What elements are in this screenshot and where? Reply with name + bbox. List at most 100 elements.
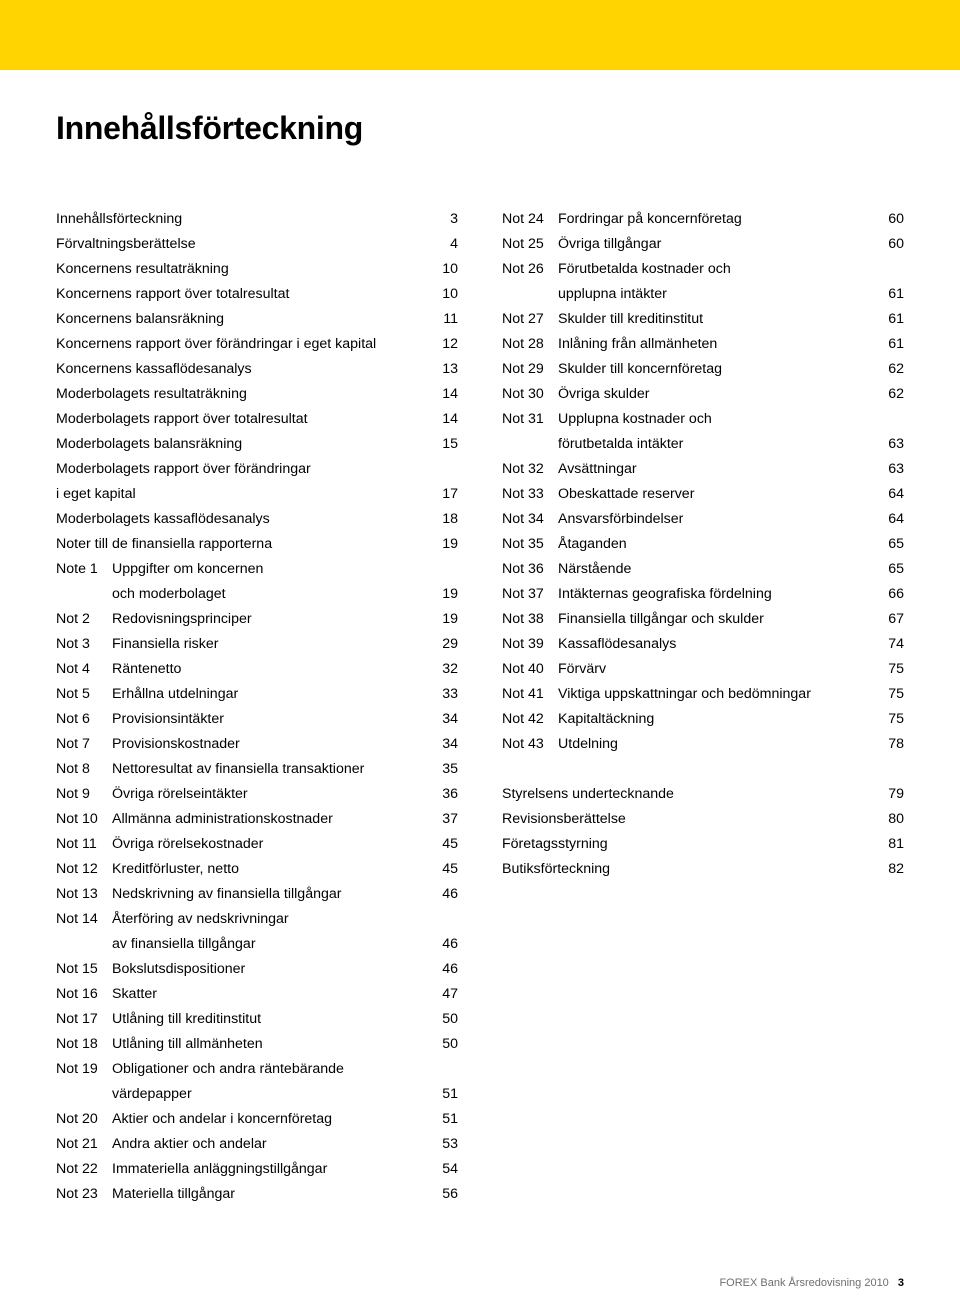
toc-row: Note 1Uppgifter om koncernen	[56, 557, 458, 582]
toc-prefix: Not 39	[502, 632, 558, 657]
toc-label: Koncernens rapport över förändringar i e…	[56, 332, 422, 357]
toc-prefix: Not 17	[56, 1007, 112, 1032]
toc-label: Redovisningsprinciper	[112, 607, 422, 632]
toc-label: Koncernens rapport över totalresultat	[56, 282, 422, 307]
toc-page: 47	[430, 982, 458, 1007]
toc-label: Övriga skulder	[558, 382, 868, 407]
toc-label: Koncernens kassaflödesanalys	[56, 357, 422, 382]
toc-row: Not 24Fordringar på koncernföretag60	[502, 207, 904, 232]
toc-prefix: Not 20	[56, 1107, 112, 1132]
toc-page: 82	[876, 857, 904, 882]
toc-prefix: Not 11	[56, 832, 112, 857]
toc-page: 63	[876, 457, 904, 482]
toc-label: Närstående	[558, 557, 868, 582]
toc-prefix: Not 14	[56, 907, 112, 932]
toc-row: Not 3Finansiella risker29	[56, 632, 458, 657]
toc-label: Kreditförluster, netto	[112, 857, 422, 882]
toc-page: 11	[430, 307, 458, 332]
toc-page: 18	[430, 507, 458, 532]
toc-prefix: Not 33	[502, 482, 558, 507]
toc-page: 15	[430, 432, 458, 457]
toc-page: 53	[430, 1132, 458, 1157]
toc-prefix: Not 24	[502, 207, 558, 232]
toc-page: 45	[430, 832, 458, 857]
toc-row: Not 27Skulder till kreditinstitut61	[502, 307, 904, 332]
toc-label: Finansiella tillgångar och skulder	[558, 607, 868, 632]
toc-prefix: Not 40	[502, 657, 558, 682]
toc-page: 29	[430, 632, 458, 657]
toc-row: av finansiella tillgångar46	[56, 932, 458, 957]
toc-page: 45	[430, 857, 458, 882]
toc-page: 51	[430, 1107, 458, 1132]
toc-prefix: Not 31	[502, 407, 558, 432]
toc-prefix: Not 2	[56, 607, 112, 632]
toc-label: Koncernens balansräkning	[56, 307, 422, 332]
toc-label: Åtaganden	[558, 532, 868, 557]
toc-row: Not 16Skatter47	[56, 982, 458, 1007]
toc-row: Not 4Räntenetto32	[56, 657, 458, 682]
toc-row: förutbetalda intäkter63	[502, 432, 904, 457]
toc-page: 66	[876, 582, 904, 607]
toc-prefix: Not 29	[502, 357, 558, 382]
toc-label: Immateriella anläggningstillgångar	[112, 1157, 422, 1182]
toc-row: upplupna intäkter61	[502, 282, 904, 307]
toc-row: Not 13Nedskrivning av finansiella tillgå…	[56, 882, 458, 907]
toc-prefix: Not 41	[502, 682, 558, 707]
toc-prefix: Not 4	[56, 657, 112, 682]
toc-page: 60	[876, 232, 904, 257]
toc-row: Moderbolagets rapport över förändringar	[56, 457, 458, 482]
toc-label: Uppgifter om koncernen	[112, 557, 422, 582]
toc-row: Not 38Finansiella tillgångar och skulder…	[502, 607, 904, 632]
toc-page: 17	[430, 482, 458, 507]
toc-row: Not 18Utlåning till allmänheten50	[56, 1032, 458, 1057]
toc-row: Not 9Övriga rörelseintäkter36	[56, 782, 458, 807]
toc-prefix: Not 10	[56, 807, 112, 832]
toc-row: i eget kapital 17	[56, 482, 458, 507]
toc-label: Nettoresultat av finansiella transaktion…	[112, 757, 422, 782]
toc-page: 56	[430, 1182, 458, 1207]
toc-row: Noter till de finansiella rapporterna19	[56, 532, 458, 557]
toc-right-column: Not 24Fordringar på koncernföretag60Not …	[502, 207, 904, 1207]
page-body: Innehållsförteckning Innehållsförtecknin…	[0, 70, 960, 1237]
toc-page: 64	[876, 507, 904, 532]
toc-label: Upplupna kostnader och	[558, 407, 868, 432]
toc-page: 65	[876, 532, 904, 557]
toc-prefix: Not 9	[56, 782, 112, 807]
toc-label: av finansiella tillgångar	[112, 932, 422, 957]
toc-page: 50	[430, 1032, 458, 1057]
toc-row: Koncernens rapport över totalresultat10	[56, 282, 458, 307]
toc-label: Övriga tillgångar	[558, 232, 868, 257]
toc-row: Not 25Övriga tillgångar60	[502, 232, 904, 257]
toc-row: Not 14Återföring av nedskrivningar	[56, 907, 458, 932]
toc-label: Utlåning till allmänheten	[112, 1032, 422, 1057]
toc-label: Förutbetalda kostnader och	[558, 257, 868, 282]
toc-prefix: Not 7	[56, 732, 112, 757]
toc-prefix: Not 3	[56, 632, 112, 657]
toc-row: Not 36Närstående65	[502, 557, 904, 582]
toc-row	[502, 757, 904, 782]
toc-prefix: Not 35	[502, 532, 558, 557]
toc-row: Not 31Upplupna kostnader och	[502, 407, 904, 432]
toc-prefix: Not 21	[56, 1132, 112, 1157]
toc-prefix: Not 42	[502, 707, 558, 732]
toc-label: i eget kapital	[56, 482, 422, 507]
toc-row: Not 35Åtaganden 65	[502, 532, 904, 557]
toc-page: 61	[876, 307, 904, 332]
toc-label: Provisionskostnader	[112, 732, 422, 757]
toc-page: 37	[430, 807, 458, 832]
toc-label: Kassaflödesanalys	[558, 632, 868, 657]
toc-row: Not 40Förvärv75	[502, 657, 904, 682]
toc-row: Not 33Obeskattade reserver64	[502, 482, 904, 507]
toc-label: Ansvarsförbindelser	[558, 507, 868, 532]
toc-row: Not 34Ansvarsförbindelser64	[502, 507, 904, 532]
toc-row: Styrelsens undertecknande79	[502, 782, 904, 807]
toc-page: 19	[430, 582, 458, 607]
toc-page: 54	[430, 1157, 458, 1182]
toc-prefix: Not 30	[502, 382, 558, 407]
toc-row: Not 28Inlåning från allmänheten61	[502, 332, 904, 357]
toc-row: Not 22Immateriella anläggningstillgångar…	[56, 1157, 458, 1182]
toc-page: 35	[430, 757, 458, 782]
toc-page: 33	[430, 682, 458, 707]
toc-prefix: Not 22	[56, 1157, 112, 1182]
toc-label: Moderbolagets rapport över förändringar	[56, 457, 422, 482]
